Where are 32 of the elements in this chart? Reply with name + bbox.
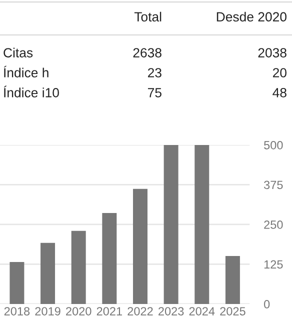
bar (164, 144, 178, 304)
y-tick-label: 0 (264, 300, 270, 308)
text: 23 (148, 68, 162, 78)
x-tick-label: 2019 (35, 307, 60, 316)
text: Índice i10 (4, 86, 59, 98)
x-tick-label: 2025 (220, 307, 246, 316)
bar (71, 230, 86, 304)
text: 20 (272, 68, 286, 78)
text: 2638 (133, 48, 162, 58)
y-tick-label: 125 (264, 260, 283, 269)
y-tick-label: 250 (264, 220, 283, 229)
text: Citas (4, 48, 33, 58)
x-tick-label: 2022 (128, 307, 153, 316)
text: 75 (148, 88, 162, 98)
bar (194, 144, 210, 304)
x-tick-label: 2024 (189, 307, 215, 316)
bar (133, 188, 148, 304)
bar (40, 242, 56, 304)
x-tick-label: 2021 (96, 307, 122, 316)
bar (225, 256, 240, 304)
bar (102, 213, 117, 304)
text: 48 (272, 88, 286, 98)
text: Desde 2020 (216, 12, 286, 22)
text: Índice h (4, 66, 48, 78)
y-tick-label: 375 (264, 180, 283, 190)
x-tick-label: 2018 (4, 307, 30, 316)
text: 2038 (258, 48, 286, 58)
y-tick-label: 500 (264, 140, 283, 150)
text: Total (134, 12, 162, 22)
x-tick-label: 2023 (158, 307, 184, 316)
bar (10, 262, 24, 304)
x-tick-label: 2020 (66, 307, 92, 316)
